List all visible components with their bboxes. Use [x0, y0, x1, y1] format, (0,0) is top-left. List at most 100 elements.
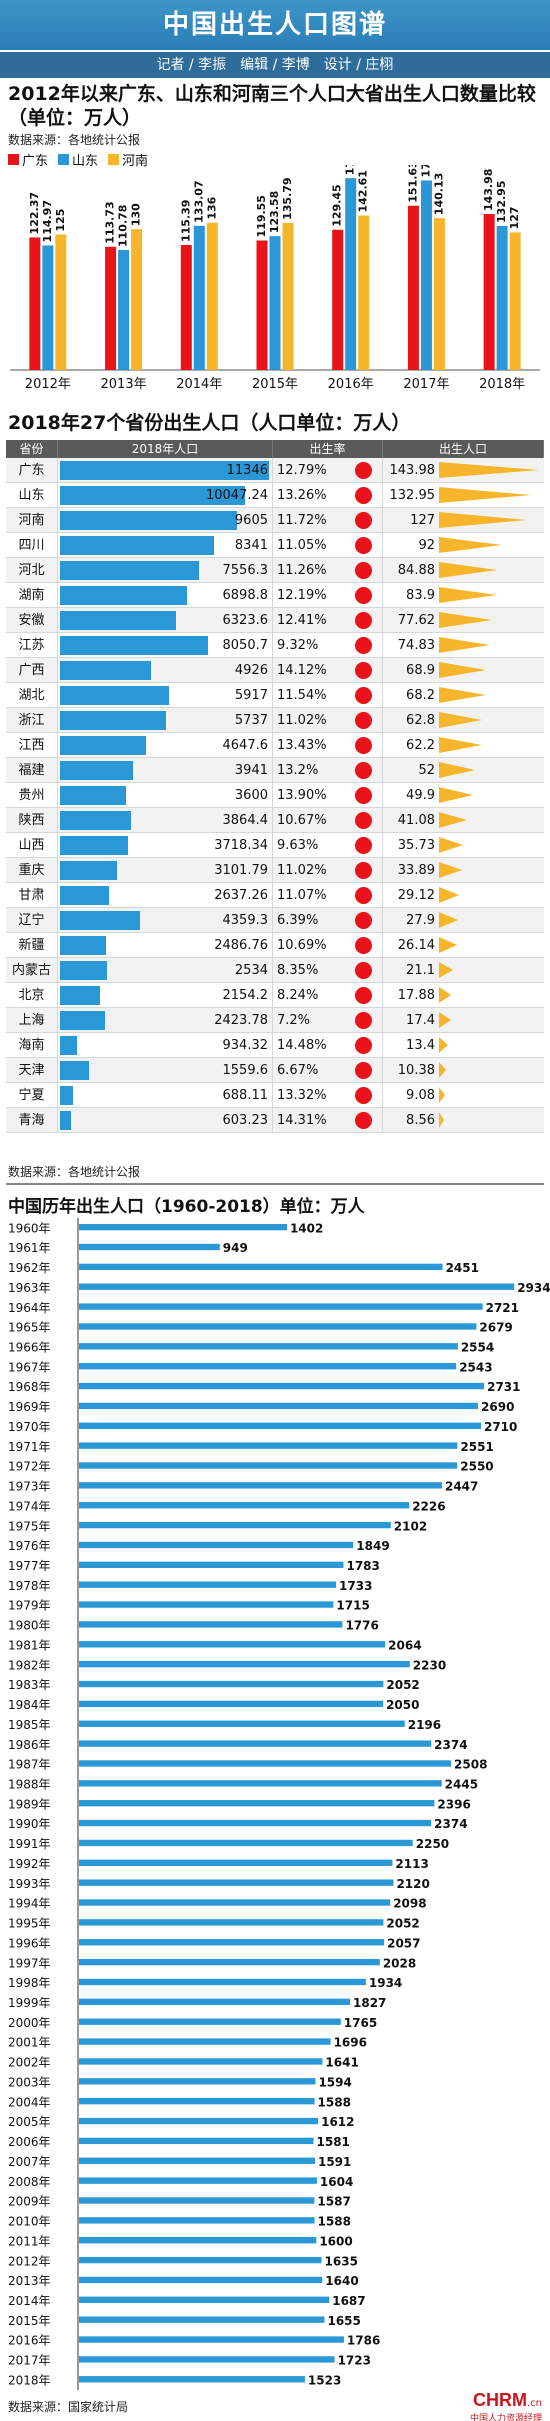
- chart3-data-label: 2064: [388, 1638, 421, 1652]
- population-bar: [60, 886, 109, 905]
- logo-text: CHRM: [472, 2390, 527, 2410]
- cell-population: 3101.79: [58, 858, 273, 883]
- chart3-data-label: 2396: [437, 1797, 470, 1811]
- chart1-x-tick-label: 2017年: [403, 377, 449, 392]
- chart3-y-tick-label: 1993年: [8, 1877, 51, 1891]
- chart3-bar: [79, 1780, 442, 1787]
- red-dot-icon: [355, 512, 372, 529]
- chart3-data-label: 1635: [325, 2254, 358, 2268]
- chart3-data-label: 2052: [386, 1917, 419, 1931]
- cell-birth-rate: 11.72%: [273, 508, 383, 533]
- cell-population: 2534: [58, 958, 273, 983]
- red-dot-icon: [355, 912, 372, 929]
- chart3-y-tick-label: 1964年: [8, 1301, 51, 1315]
- chart3-y-tick-label: 2011年: [8, 2234, 51, 2248]
- births-value: 62.2: [406, 738, 435, 753]
- chart1-data-label: 132.95: [495, 181, 508, 223]
- chart3-bar: [79, 1442, 458, 1449]
- legend-item-henan: 河南: [108, 150, 148, 169]
- table-row: 甘肃 2637.26 11.07% 29.12: [6, 883, 544, 908]
- cell-population: 6323.6: [58, 608, 273, 633]
- chart3-bar: [79, 1978, 366, 1986]
- births-value: 127: [410, 513, 435, 528]
- cell-birth-rate: 6.39%: [273, 908, 383, 933]
- chart3-data-label: 1687: [332, 2294, 365, 2308]
- population-value: 2154.2: [222, 988, 269, 1003]
- births-triangle-marker: [439, 962, 453, 978]
- population-value: 3718.34: [214, 838, 268, 853]
- births-triangle-marker: [439, 787, 473, 803]
- births-value: 92: [418, 538, 435, 553]
- births-value: 62.8: [406, 713, 435, 728]
- chart3-bar: [79, 2137, 314, 2145]
- chart3-bar: [79, 1243, 220, 1251]
- chart3-y-tick-label: 1992年: [8, 1857, 51, 1871]
- chart3-bar: [79, 2078, 316, 2085]
- legend-swatch-guangdong: [8, 153, 19, 165]
- red-dot-icon: [355, 1062, 372, 1079]
- chart1-data-label: 115.39: [179, 200, 192, 242]
- chart3-y-tick-label: 2007年: [8, 2155, 51, 2169]
- red-dot-icon: [355, 612, 372, 629]
- population-value: 688.11: [222, 1088, 269, 1103]
- chart1-data-label: 114.97: [41, 200, 54, 242]
- chart3-data-label: 2679: [479, 1321, 512, 1335]
- cell-births: 27.9: [383, 908, 544, 933]
- chart3-y-tick-label: 2004年: [8, 2095, 51, 2109]
- table-row: 江苏 8050.7 9.32% 74.83: [6, 633, 544, 658]
- births-triangle-marker: [439, 1112, 444, 1128]
- birth-rate-value: 13.90%: [277, 788, 327, 803]
- cell-birth-rate: 11.02%: [273, 708, 383, 733]
- cell-province: 海南: [6, 1033, 58, 1058]
- population-value: 3864.4: [222, 813, 269, 828]
- table-row: 安徽 6323.6 12.41% 77.62: [6, 608, 544, 633]
- cell-province: 广西: [6, 658, 58, 683]
- table-row: 内蒙古 2534 8.35% 21.1: [6, 958, 544, 983]
- chart3-bar: [79, 1760, 452, 1767]
- chart3-y-tick-label: 1973年: [8, 1480, 51, 1494]
- population-bar: [60, 561, 200, 580]
- chart1-data-label: 177.06: [344, 165, 357, 175]
- table-body: 广东 11346 12.79% 143.98 山东 10047.24 13.26% 132.9…: [6, 458, 544, 1133]
- cell-province: 重庆: [6, 858, 58, 883]
- cell-population: 5917: [58, 683, 273, 708]
- chart1-bar: [483, 214, 495, 370]
- chart3-data-label: 1715: [336, 1599, 369, 1613]
- birth-rate-value: 12.19%: [277, 588, 327, 603]
- chart3-y-tick-label: 1974年: [8, 1499, 51, 1513]
- chart3-data-label: 1587: [317, 2195, 350, 2209]
- population-bar: [60, 836, 129, 855]
- chart3-bar: [79, 2038, 331, 2045]
- red-dot-icon: [355, 712, 372, 729]
- national-births-bar-chart: 1960年 1402 1961年 949 1962年 2451 1963年 2934 1964年…: [8, 1218, 550, 2390]
- births-value: 52: [418, 763, 435, 778]
- chart3-y-tick-label: 1991年: [8, 1837, 51, 1851]
- cell-province: 上海: [6, 1008, 58, 1033]
- table-row: 福建 3941 13.2% 52: [6, 758, 544, 783]
- population-bar: [60, 611, 177, 630]
- chart3-data-label: 2451: [446, 1261, 479, 1275]
- chart3-y-tick-label: 1966年: [8, 1340, 51, 1354]
- cell-birth-rate: 9.63%: [273, 833, 383, 858]
- chart3-data-label: 1640: [325, 2274, 358, 2288]
- table-header-row: 省份 2018年人口 出生率 出生人口: [6, 440, 544, 458]
- population-bar: [60, 1111, 72, 1130]
- birth-rate-value: 10.67%: [277, 813, 327, 828]
- cell-province: 辽宁: [6, 908, 58, 933]
- cell-births: 68.9: [383, 658, 544, 683]
- chart3-data-label: 2721: [486, 1301, 519, 1315]
- chart3-y-tick-label: 1984年: [8, 1698, 51, 1712]
- births-triangle-marker: [439, 512, 527, 528]
- population-bar: [60, 586, 188, 605]
- births-triangle-marker: [439, 862, 462, 878]
- chart3-y-tick-label: 1972年: [8, 1460, 51, 1474]
- cell-birth-rate: 8.35%: [273, 958, 383, 983]
- chart3-y-tick-label: 1981年: [8, 1638, 51, 1652]
- population-bar: [60, 461, 269, 480]
- cell-population: 2154.2: [58, 983, 273, 1008]
- chart3-bar: [79, 1958, 380, 1966]
- birth-rate-value: 11.26%: [277, 563, 327, 578]
- cell-province: 山西: [6, 833, 58, 858]
- cell-birth-rate: 13.43%: [273, 733, 383, 758]
- population-value: 11346: [226, 463, 268, 478]
